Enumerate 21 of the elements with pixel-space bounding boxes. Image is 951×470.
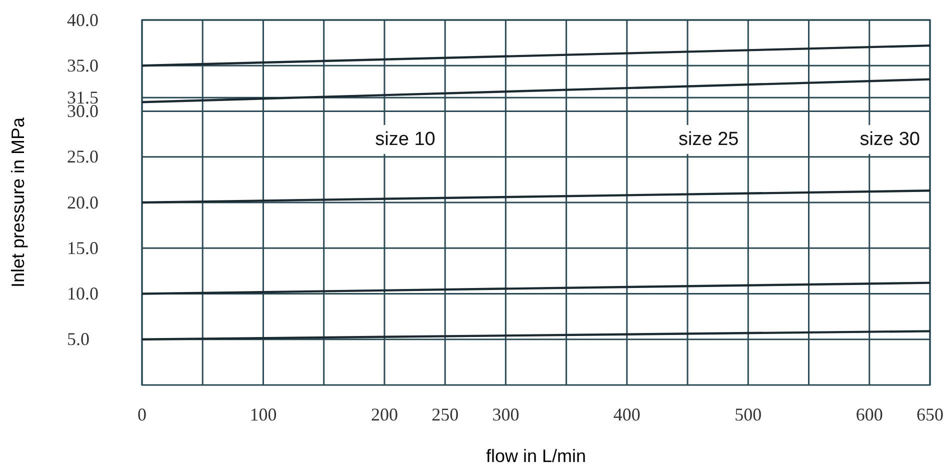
annotation: size 10 — [375, 129, 436, 150]
x-tick-label: 400 — [613, 404, 640, 425]
x-tick-label: 300 — [492, 404, 520, 425]
x-tick-label: 0 — [138, 404, 146, 425]
x-tick-label: 600 — [856, 404, 883, 425]
y-axis-title: Inlet pressure in MPa — [8, 116, 28, 288]
x-tick-label: 200 — [370, 404, 398, 425]
x-axis-title: flow in L/min — [486, 446, 586, 466]
y-tick-label: 40.0 — [67, 10, 98, 30]
y-tick-label: 35.0 — [67, 55, 98, 76]
y-tick-label: 15.0 — [67, 238, 98, 258]
annotation: size 30 — [860, 129, 920, 150]
x-tick-label: 100 — [250, 404, 277, 425]
y-tick-label: 5.0 — [67, 329, 90, 350]
y-tick-label: 10.0 — [67, 284, 98, 304]
y-tick-label: 25.0 — [67, 146, 98, 167]
y-tick-label: 20.0 — [67, 192, 98, 212]
x-tick-label: 500 — [734, 404, 762, 425]
x-tick-label: 650 — [916, 404, 944, 425]
annotation: size 25 — [678, 129, 739, 150]
x-tick-label: 250 — [432, 404, 459, 425]
